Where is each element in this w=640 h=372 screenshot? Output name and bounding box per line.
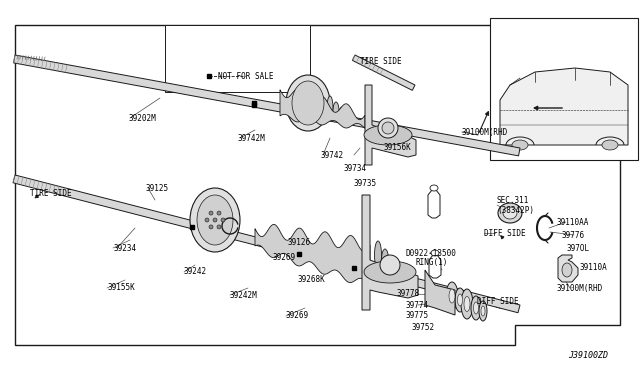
Polygon shape xyxy=(429,255,441,278)
Polygon shape xyxy=(428,190,440,218)
Polygon shape xyxy=(13,175,520,313)
Ellipse shape xyxy=(209,225,213,229)
Text: TIRE SIDE: TIRE SIDE xyxy=(360,57,402,65)
Text: 39735: 39735 xyxy=(354,179,377,187)
Text: 39234: 39234 xyxy=(113,244,136,253)
Text: 39778: 39778 xyxy=(397,289,420,298)
Ellipse shape xyxy=(458,294,463,306)
Ellipse shape xyxy=(364,125,412,145)
Ellipse shape xyxy=(374,241,381,269)
Ellipse shape xyxy=(213,218,217,222)
Polygon shape xyxy=(255,224,370,287)
Ellipse shape xyxy=(512,140,528,150)
Text: (38342P): (38342P) xyxy=(497,205,534,215)
Ellipse shape xyxy=(479,301,487,321)
Text: 39269: 39269 xyxy=(273,253,296,262)
Text: 39752: 39752 xyxy=(412,323,435,331)
Ellipse shape xyxy=(217,225,221,229)
Ellipse shape xyxy=(446,282,458,310)
Ellipse shape xyxy=(205,218,209,222)
Text: RING(1): RING(1) xyxy=(416,259,449,267)
Text: 39776: 39776 xyxy=(562,231,585,240)
Ellipse shape xyxy=(381,249,388,271)
Polygon shape xyxy=(352,55,415,90)
Text: 39268K: 39268K xyxy=(298,276,326,285)
Polygon shape xyxy=(362,195,418,310)
Ellipse shape xyxy=(190,188,240,252)
Ellipse shape xyxy=(339,107,345,121)
Ellipse shape xyxy=(382,122,394,134)
Ellipse shape xyxy=(221,218,225,222)
Ellipse shape xyxy=(378,118,398,138)
Ellipse shape xyxy=(471,296,481,320)
Ellipse shape xyxy=(461,289,473,319)
Polygon shape xyxy=(165,25,310,92)
Polygon shape xyxy=(558,255,578,282)
Ellipse shape xyxy=(481,306,485,316)
Text: SEC.311: SEC.311 xyxy=(497,196,529,205)
Text: 39774: 39774 xyxy=(406,301,429,310)
Ellipse shape xyxy=(388,256,396,274)
Text: 39742: 39742 xyxy=(321,151,344,160)
Polygon shape xyxy=(15,25,620,345)
Text: 39202M: 39202M xyxy=(128,113,156,122)
Text: 39775: 39775 xyxy=(406,311,429,321)
Ellipse shape xyxy=(292,81,324,125)
Text: 39110A: 39110A xyxy=(580,263,608,273)
Ellipse shape xyxy=(396,263,403,277)
Ellipse shape xyxy=(498,203,522,223)
Text: 39100M(RHD: 39100M(RHD xyxy=(462,128,508,137)
Ellipse shape xyxy=(364,261,416,283)
Ellipse shape xyxy=(602,140,618,150)
Ellipse shape xyxy=(455,288,465,312)
Polygon shape xyxy=(490,18,638,160)
Ellipse shape xyxy=(464,296,470,311)
Ellipse shape xyxy=(345,112,351,122)
Ellipse shape xyxy=(209,211,213,215)
Text: 39126: 39126 xyxy=(288,237,311,247)
Polygon shape xyxy=(365,85,416,165)
Text: 39734: 39734 xyxy=(344,164,367,173)
Ellipse shape xyxy=(403,269,410,281)
Text: 39125: 39125 xyxy=(145,183,168,192)
Text: 39242: 39242 xyxy=(184,267,207,276)
Text: 397OL: 397OL xyxy=(567,244,590,253)
Ellipse shape xyxy=(430,185,438,191)
Polygon shape xyxy=(13,55,520,156)
Ellipse shape xyxy=(474,302,479,314)
Ellipse shape xyxy=(380,255,400,275)
Text: 39742M: 39742M xyxy=(237,134,265,142)
Ellipse shape xyxy=(431,250,439,256)
Ellipse shape xyxy=(217,211,221,215)
Text: 39155K: 39155K xyxy=(107,283,135,292)
Text: TIRE SIDE: TIRE SIDE xyxy=(30,189,72,198)
Ellipse shape xyxy=(197,195,233,245)
Text: 39100M(RHD: 39100M(RHD xyxy=(557,283,604,292)
Polygon shape xyxy=(500,68,628,145)
Polygon shape xyxy=(280,89,365,128)
Ellipse shape xyxy=(333,102,339,120)
Ellipse shape xyxy=(503,207,517,219)
Text: 39269: 39269 xyxy=(286,311,309,321)
Text: J39100ZD: J39100ZD xyxy=(568,352,608,360)
Ellipse shape xyxy=(449,289,455,303)
Text: 39242M: 39242M xyxy=(230,291,258,299)
Text: DIFF SIDE: DIFF SIDE xyxy=(484,228,525,237)
Text: 39110AA: 39110AA xyxy=(557,218,589,227)
Ellipse shape xyxy=(327,96,333,120)
Text: NOT FOR SALE: NOT FOR SALE xyxy=(218,71,273,80)
Ellipse shape xyxy=(562,263,572,277)
Ellipse shape xyxy=(286,75,330,131)
Text: 39156K: 39156K xyxy=(384,142,412,151)
Polygon shape xyxy=(425,270,455,315)
Text: D0922-13500: D0922-13500 xyxy=(406,248,457,257)
Text: DIFF SIDE: DIFF SIDE xyxy=(477,298,518,307)
